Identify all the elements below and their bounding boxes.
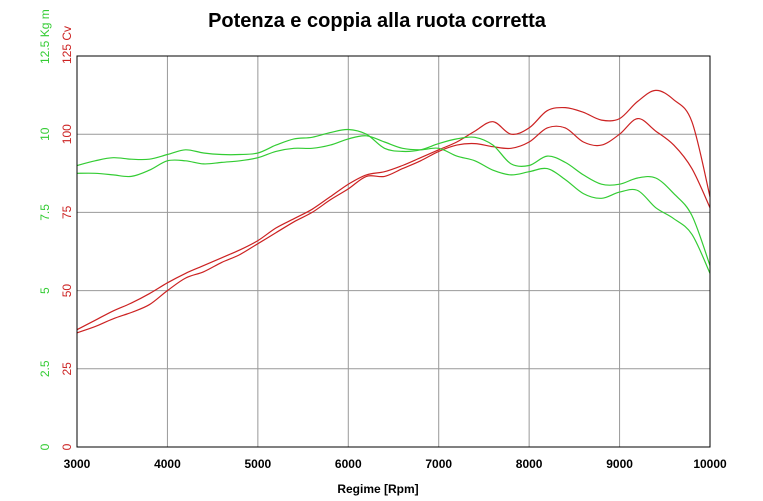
y-axis-label-power: 125 Cv <box>60 26 74 64</box>
power-curve-2 <box>76 118 711 334</box>
y-tick-label-torque: 10 <box>38 127 52 141</box>
x-tick-label: 5000 <box>245 457 272 471</box>
x-tick-label: 6000 <box>335 457 362 471</box>
x-tick-label: 3000 <box>64 457 91 471</box>
y-tick-label-torque: 0 <box>38 443 52 450</box>
x-axis-label: Regime [Rpm] <box>337 482 418 496</box>
y-tick-label-power: 50 <box>60 284 74 298</box>
y-tick-label-power: 0 <box>60 443 74 450</box>
torque-curve-1 <box>76 128 711 266</box>
plot-frame <box>76 55 711 448</box>
x-tick-label: 8000 <box>516 457 543 471</box>
grid <box>77 56 710 447</box>
y-tick-label-power: 100 <box>60 124 74 144</box>
plot-area <box>76 55 711 448</box>
power-curve-1 <box>76 89 711 331</box>
y-tick-label-power: 75 <box>60 205 74 219</box>
y-axis-label-torque: 12.5 Kg m <box>38 9 52 64</box>
y-tick-label-torque: 7.5 <box>38 204 52 221</box>
y-tick-label-power: 25 <box>60 362 74 376</box>
x-axis-ticks: 3000 4000 5000 6000 7000 8000 9000 10000 <box>64 457 727 471</box>
x-tick-label: 4000 <box>154 457 181 471</box>
x-tick-label: 10000 <box>693 457 727 471</box>
series-group <box>76 89 711 334</box>
x-tick-label: 9000 <box>606 457 633 471</box>
x-tick-label: 7000 <box>425 457 452 471</box>
chart-title: Potenza e coppia alla ruota corretta <box>208 10 547 32</box>
torque-curve-2 <box>76 135 711 274</box>
y-tick-label-torque: 5 <box>38 287 52 294</box>
y-tick-label-torque: 2.5 <box>38 360 52 377</box>
